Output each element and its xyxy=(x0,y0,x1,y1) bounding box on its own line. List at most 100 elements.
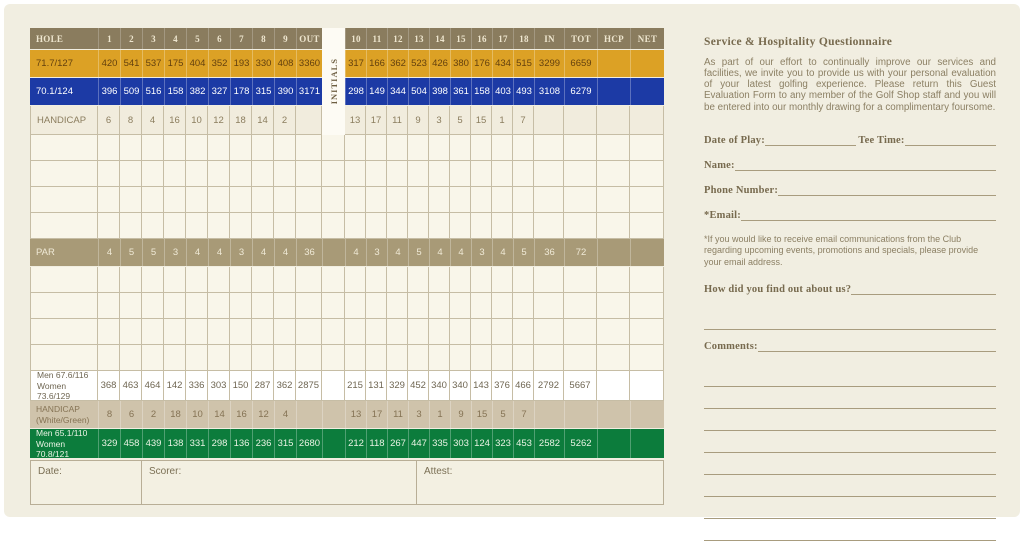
score-cell xyxy=(534,319,564,345)
score-cell: 5262 xyxy=(564,429,597,458)
score-cell xyxy=(513,161,534,187)
score-cell xyxy=(534,345,564,371)
find-out-lines xyxy=(704,308,996,330)
score-cell: 515 xyxy=(513,50,534,77)
row-label: Men 67.6/116 Women 73.6/129 xyxy=(30,371,98,401)
score-cell: 5 xyxy=(450,106,471,135)
score-cell xyxy=(471,267,492,293)
date-cell: Date: xyxy=(30,460,142,505)
score-cell xyxy=(208,293,230,319)
score-cell: 3 xyxy=(366,239,387,266)
score-cell xyxy=(296,401,322,428)
score-cell: 149 xyxy=(366,78,387,105)
score-cell xyxy=(597,213,630,239)
email-row: *Email: xyxy=(704,209,996,221)
row-label: HANDICAP xyxy=(30,106,98,135)
row-label: HANDICAP (White/Green) xyxy=(36,404,90,425)
score-cell: 5667 xyxy=(564,371,597,401)
scorer-label: Scorer: xyxy=(149,466,182,477)
score-cell xyxy=(252,267,274,293)
header-row: HOLE 1 2 3 4 5 6 7 8 9 OUT 10 11 12 13 14 15 16 17 18 IN TOT H… xyxy=(30,28,664,50)
score-cell xyxy=(630,401,664,428)
par-row: PAR 4 5 5 3 4 4 3 4 4 36 4 3 4 5 4 4 3 4 5 36 72 xyxy=(30,239,664,267)
score-cell xyxy=(471,161,492,187)
questionnaire-intro: As part of our effort to continually imp… xyxy=(704,57,996,113)
score-cell: TOT xyxy=(564,28,597,49)
score-cell: 10 xyxy=(345,28,366,49)
score-cell: 9 xyxy=(408,106,429,135)
score-cell: 158 xyxy=(471,78,492,105)
score-cell xyxy=(630,429,664,458)
score-cell xyxy=(322,213,345,239)
ruled-line xyxy=(704,365,996,387)
score-cell: 317 xyxy=(345,50,366,77)
score-cell: 523 xyxy=(408,50,429,77)
score-cell xyxy=(274,187,296,213)
score-cell: 398 xyxy=(429,78,450,105)
tee-time-label: Tee Time: xyxy=(858,134,905,146)
score-cell: 426 xyxy=(429,50,450,77)
score-cell xyxy=(252,319,274,345)
score-cell xyxy=(296,213,322,239)
score-cell xyxy=(120,293,142,319)
score-cell: 298 xyxy=(345,78,366,105)
score-cell: 118 xyxy=(366,429,387,458)
score-cell xyxy=(98,345,120,371)
score-cell xyxy=(387,135,408,161)
score-cell: 4 xyxy=(252,239,274,266)
score-cell xyxy=(164,345,186,371)
score-cell xyxy=(366,135,387,161)
score-cell xyxy=(252,135,274,161)
row-label xyxy=(30,161,98,187)
row-label xyxy=(30,319,98,345)
ruled-line xyxy=(704,475,996,497)
score-cell: 193 xyxy=(230,50,252,77)
score-cell: 3299 xyxy=(534,50,564,77)
score-cell: 452 xyxy=(408,371,429,401)
score-cell xyxy=(408,319,429,345)
ruled-line xyxy=(704,387,996,409)
score-cell xyxy=(345,267,366,293)
score-cell: 404 xyxy=(186,50,208,77)
score-cell xyxy=(387,187,408,213)
date-of-play-label: Date of Play: xyxy=(704,134,765,146)
score-cell xyxy=(186,135,208,161)
score-cell xyxy=(98,187,120,213)
score-cell: 138 xyxy=(164,429,186,458)
score-cell xyxy=(252,293,274,319)
score-cell: 5 xyxy=(492,401,513,428)
score-cell xyxy=(164,319,186,345)
score-cell: 4 xyxy=(492,239,513,266)
questionnaire-title: Service & Hospitality Questionnaire xyxy=(704,36,893,48)
score-cell: 11 xyxy=(366,28,387,49)
score-cell xyxy=(492,161,513,187)
score-cell: 16 xyxy=(230,401,252,428)
score-cell xyxy=(471,345,492,371)
score-cell xyxy=(630,371,664,401)
score-cell xyxy=(296,345,322,371)
score-cell: 18 xyxy=(164,401,186,428)
score-cell: 3 xyxy=(471,239,492,266)
score-cell: 537 xyxy=(142,50,164,77)
score-cell xyxy=(513,319,534,345)
score-cell: 329 xyxy=(387,371,408,401)
score-cell xyxy=(345,319,366,345)
score-cell xyxy=(230,319,252,345)
score-cell xyxy=(534,106,564,135)
score-cell xyxy=(366,161,387,187)
score-cell xyxy=(534,401,564,428)
score-cell: 509 xyxy=(120,78,142,105)
score-cell xyxy=(164,187,186,213)
score-cell: 1 xyxy=(429,401,450,428)
row-label: 70.1/124 xyxy=(36,86,73,97)
score-cell: 516 xyxy=(142,78,164,105)
score-cell xyxy=(345,213,366,239)
score-cell: 4 xyxy=(450,239,471,266)
score-cell: 14 xyxy=(252,106,274,135)
score-cell: 4 xyxy=(164,28,186,49)
score-cell xyxy=(534,213,564,239)
score-cell: 6 xyxy=(120,401,142,428)
score-cell xyxy=(492,293,513,319)
score-cell xyxy=(322,319,345,345)
score-cell xyxy=(492,319,513,345)
